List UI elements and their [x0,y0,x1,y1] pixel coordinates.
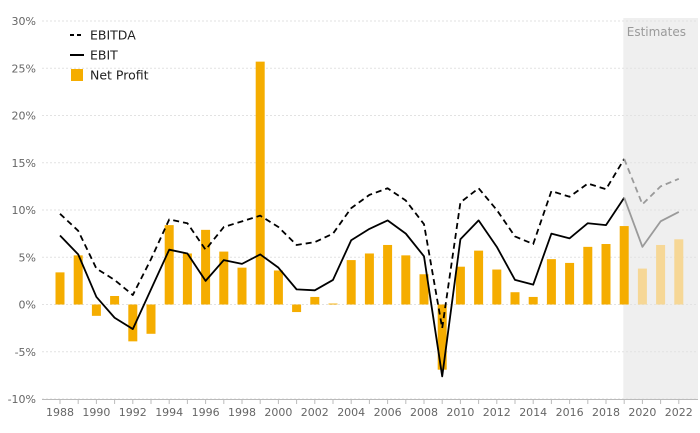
bar-net-profit [164,225,174,305]
estimates-label: Estimates [627,25,686,39]
x-tick-label: 2006 [374,406,402,419]
x-tick-label: 2008 [410,406,438,419]
line-ebitda [59,158,625,330]
y-tick-label: 30% [12,15,36,28]
bar-net-profit [619,226,629,305]
bar-net-profit [510,292,520,305]
line-ebit-estimate [623,197,680,248]
x-tick-label: 2022 [665,406,693,419]
bar-net-profit [492,269,502,305]
x-tick-label: 2014 [519,406,547,419]
bar-net-profit [292,304,302,313]
x-tick-label: 2012 [483,406,511,419]
bar-net-profit [237,267,247,305]
bar-net-profit [437,304,447,370]
x-tick-label: 2000 [264,406,292,419]
legend-label-ebitda: EBITDA [90,28,136,43]
y-tick-label: 10% [12,204,36,217]
x-tick-label: 2020 [628,406,656,419]
bar-net-profit [219,251,229,305]
x-tick-label: 1992 [119,406,147,419]
bar-net-profit [73,255,83,305]
bar-net-profit [328,303,338,305]
y-tick-label: 25% [12,62,36,75]
y-tick-label: 5% [19,251,36,264]
bar-net-profit [474,250,484,305]
x-tick-label: 1998 [228,406,256,419]
bar-net-profit [55,272,65,305]
legend-label-ebit: EBIT [90,48,118,63]
bar-net-profit [383,244,393,305]
y-tick-label: 15% [12,157,36,170]
bar-net-profit [255,61,265,305]
bar-net-profit [310,296,320,305]
bar-net-profit [528,296,538,305]
estimates-region [623,18,698,399]
x-tick-label: 1988 [46,406,74,419]
bar-net-profit [656,244,666,305]
bar-net-profit [601,244,611,305]
y-tick-label: -10% [8,393,36,406]
bar-net-profit [346,260,356,305]
bar-net-profit [110,295,120,305]
y-tick-label: 20% [12,110,36,123]
bar-net-profit [419,274,429,305]
legend-swatch-net-profit [71,69,83,81]
bar-net-profit [273,270,283,305]
bar-net-profit [182,253,192,305]
bar-net-profit [546,259,556,305]
bar-net-profit [583,246,593,305]
legend-label-net-profit: Net Profit [90,68,149,83]
bar-net-profit [674,239,684,305]
line-ebit [59,197,625,378]
x-tick-label: 2016 [556,406,584,419]
bar-net-profit [565,262,575,305]
y-tick-label: 0% [19,299,36,312]
bar-net-profit [637,268,647,305]
y-tick-label: -5% [15,346,36,359]
bar-net-profit [364,253,374,305]
x-tick-label: 2018 [592,406,620,419]
bar-net-profit [455,266,465,305]
bar-net-profit [128,304,138,342]
line-ebitda-estimate [623,158,680,206]
x-tick-label: 1996 [192,406,220,419]
x-tick-label: 2002 [301,406,329,419]
bar-net-profit [201,229,211,305]
bar-net-profit [146,304,156,334]
x-tick-label: 2010 [446,406,474,419]
x-tick-label: 2004 [337,406,365,419]
bar-net-profit [91,304,101,316]
x-tick-label: 1990 [82,406,110,419]
x-tick-label: 1994 [155,406,183,419]
bar-net-profit [401,255,411,305]
